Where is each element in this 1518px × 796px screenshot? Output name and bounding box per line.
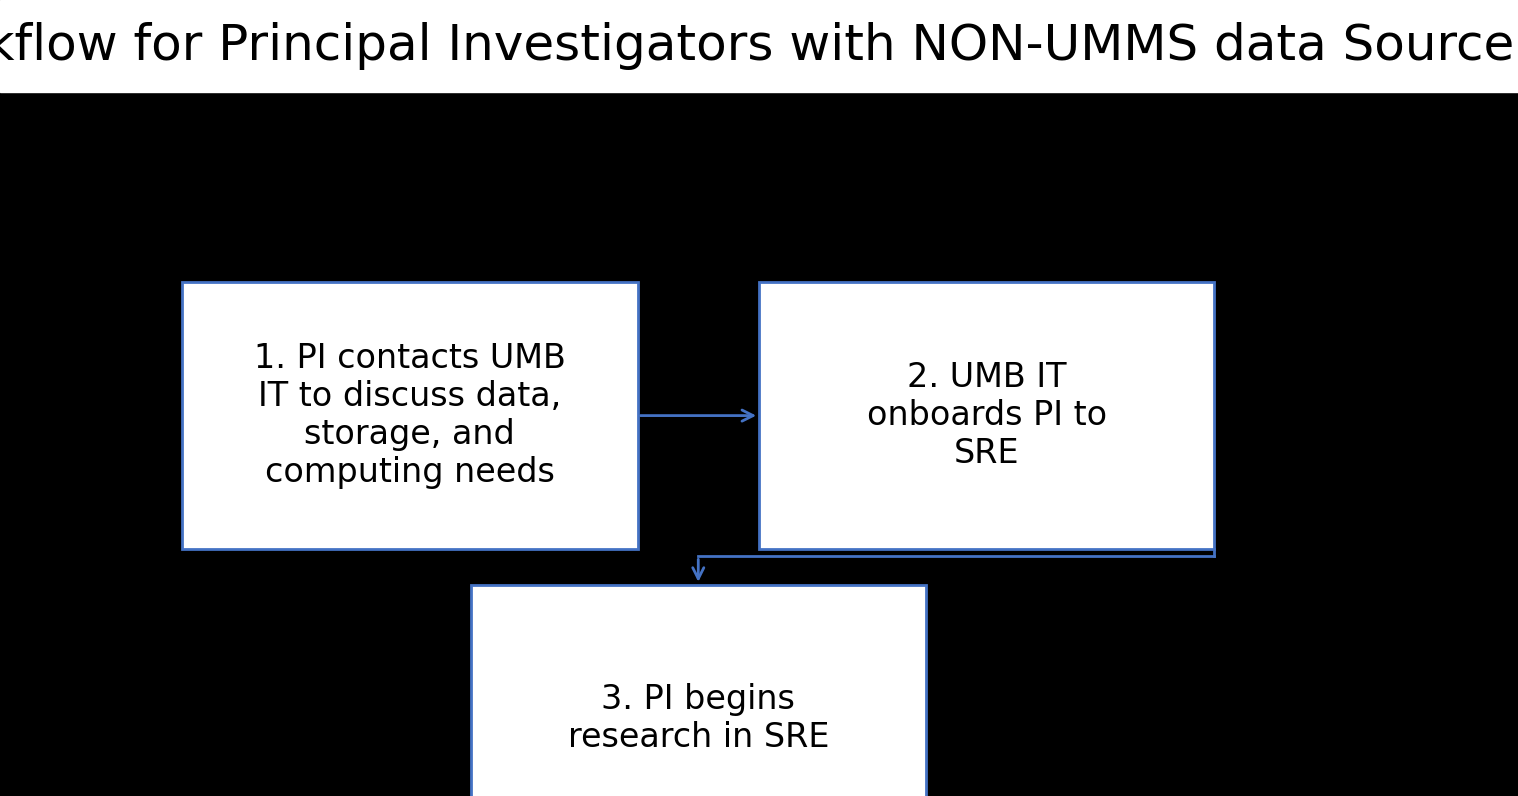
Text: SRE Workflow for Principal Investigators with NON-UMMS data Source Diagram: SRE Workflow for Principal Investigators…: [0, 21, 1518, 70]
FancyBboxPatch shape: [182, 282, 638, 549]
FancyBboxPatch shape: [471, 584, 926, 796]
FancyBboxPatch shape: [759, 282, 1214, 549]
Text: 3. PI begins
research in SRE: 3. PI begins research in SRE: [568, 683, 829, 754]
Text: 1. PI contacts UMB
IT to discuss data,
storage, and
computing needs: 1. PI contacts UMB IT to discuss data, s…: [254, 341, 566, 490]
Text: 2. UMB IT
onboards PI to
SRE: 2. UMB IT onboards PI to SRE: [867, 361, 1107, 470]
